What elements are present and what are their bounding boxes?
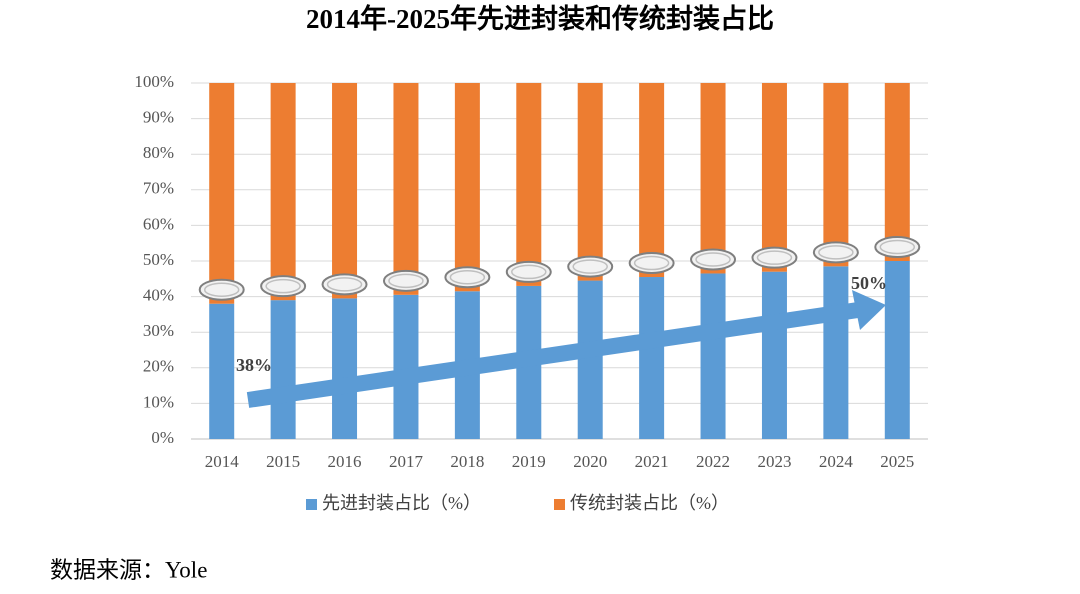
highlight-oval-inner [695, 252, 731, 267]
y-tick-label: 60% [143, 214, 174, 233]
y-tick-label: 50% [143, 250, 174, 269]
bar-segment [393, 294, 419, 439]
x-tick-label: 2021 [635, 452, 669, 471]
highlight-oval-inner [203, 282, 240, 297]
x-tick-label: 2014 [205, 452, 240, 471]
y-tick-label: 20% [143, 357, 174, 376]
y-tick-label: 100% [134, 72, 174, 91]
bar-segment [761, 271, 787, 439]
bar-segment [332, 83, 358, 299]
legend-label: 先进封装占比（%） [322, 493, 481, 513]
bar-segment [454, 83, 480, 292]
bar-segment [209, 83, 235, 304]
bar-segment [270, 300, 296, 439]
x-tick-label: 2016 [328, 452, 362, 471]
y-tick-label: 70% [143, 179, 174, 198]
annotation: 38% [236, 355, 272, 375]
y-tick-label: 90% [143, 108, 174, 127]
trend-arrowhead [852, 290, 886, 330]
x-tick-label: 2017 [389, 452, 424, 471]
highlight-oval-inner [388, 273, 424, 289]
y-tick-label: 0% [151, 428, 174, 447]
x-tick-label: 2025 [880, 452, 914, 471]
legend-swatch [306, 499, 317, 510]
highlight-oval-inner [265, 278, 301, 294]
bar-segment [332, 298, 358, 439]
highlight-oval-inner [572, 259, 608, 274]
bar-segment [700, 273, 726, 439]
x-tick-label: 2015 [266, 452, 300, 471]
bar-segment [577, 280, 603, 439]
y-tick-label: 30% [143, 321, 174, 340]
y-tick-label: 40% [143, 286, 174, 305]
legend-swatch [554, 499, 565, 510]
bar-segment [884, 83, 910, 261]
highlight-oval-inner [449, 270, 486, 285]
highlight-oval-inner [818, 245, 854, 260]
bar-segment [823, 83, 849, 267]
highlight-oval-inner [326, 277, 363, 292]
highlight-oval-inner [511, 264, 547, 280]
highlight-oval-inner [633, 255, 670, 271]
annotation: 50% [851, 273, 887, 293]
legend-label: 传统封装占比（%） [570, 493, 729, 513]
source: 数据来源：Yole [50, 557, 207, 582]
bar-segment [639, 83, 665, 278]
highlight-oval-inner [879, 239, 916, 255]
bar-segment [209, 303, 235, 439]
bar-segment [884, 261, 910, 439]
x-tick-label: 2023 [757, 452, 791, 471]
bar-segment [700, 83, 726, 274]
trend-arrow [246, 302, 860, 408]
bar-segment [516, 83, 542, 286]
bar-segment [270, 83, 296, 301]
bar-segment [639, 277, 665, 439]
bar-segment [823, 266, 849, 439]
x-tick-label: 2020 [573, 452, 607, 471]
bar-segment [393, 83, 419, 295]
y-tick-label: 80% [143, 143, 174, 162]
bar-segment [761, 83, 787, 272]
y-tick-label: 10% [143, 392, 174, 411]
x-tick-label: 2024 [819, 452, 854, 471]
bar-segment [577, 83, 603, 281]
highlight-oval-inner [756, 250, 793, 265]
x-tick-label: 2022 [696, 452, 730, 471]
x-tick-label: 2019 [512, 452, 546, 471]
chart-title: 2014年-2025年先进封装和传统封装占比 [306, 3, 774, 34]
x-tick-label: 2018 [450, 452, 484, 471]
